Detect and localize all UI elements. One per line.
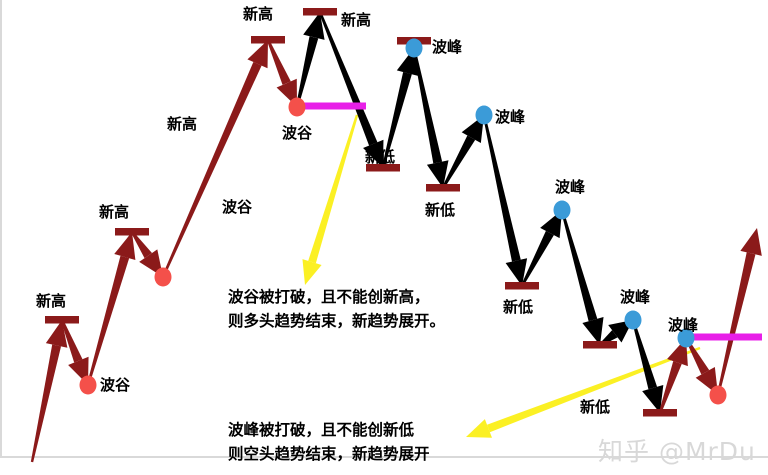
pointer-arrows-layer <box>302 114 701 438</box>
vertex-label-peak-2: 波峰 <box>495 108 526 126</box>
level-bar-1-4 <box>426 184 460 192</box>
bearish-break-note: 波峰被打破，且不能创新低 则空头趋势结束，新趋势展开 <box>228 418 430 466</box>
trend-segment-1-9-head <box>642 384 664 413</box>
level-bar-1-10 <box>643 409 677 417</box>
level-bar-1-6 <box>505 282 539 290</box>
vertex-label-new-high-2: 新高 <box>99 203 130 221</box>
note-line: 则多头趋势结束，新趋势展开。 <box>228 312 446 331</box>
vertex-label-new-low-1: 新低 <box>365 148 396 166</box>
vertex-label-peak-3: 波峰 <box>555 178 586 196</box>
swing-markers-layer <box>79 38 727 405</box>
vertex-label-peak-4: 波峰 <box>620 288 651 306</box>
vertex-label-new-low-3: 新低 <box>503 298 534 316</box>
trend-segment-1-7-head <box>582 316 604 345</box>
trend-segment-0-4-head <box>247 40 268 69</box>
trend-segment-0-5-shaft <box>266 39 291 85</box>
trend-segment-1-3-shaft <box>412 47 443 164</box>
peak-marker-1-7 <box>553 200 571 220</box>
level-bar-0-5 <box>251 36 285 44</box>
trend-segment-1-2-shaft <box>381 72 412 169</box>
trend-segment-1-4-shaft <box>441 135 476 189</box>
trough-marker-0-4 <box>154 267 172 287</box>
trend-segment-1-9-shaft <box>631 319 658 390</box>
peak-marker-2-1 <box>677 328 695 348</box>
lower-pointer-arrow-head <box>466 419 492 438</box>
vertex-label-new-high-4: 新高 <box>243 5 274 23</box>
trend-segment-1-3-head <box>426 160 449 188</box>
trend-segment-1-1-head <box>363 139 384 168</box>
trend-segment-0-1-shaft <box>60 319 83 363</box>
trend-segment-1-7-shaft <box>560 209 598 322</box>
vertex-label-new-high-5: 新高 <box>341 11 372 29</box>
peak-marker-1-3 <box>405 38 423 58</box>
trend-segment-2-0-shaft <box>658 361 682 414</box>
note-line: 波峰被打破，且不能创新低 <box>228 421 415 439</box>
trend-segment-1-0-head <box>303 12 325 40</box>
trend-segment-2-1-shaft <box>684 337 710 375</box>
trend-segment-2-2-head <box>740 228 762 256</box>
level-bar-0-3 <box>115 228 149 236</box>
level-bar-1-2 <box>366 164 400 172</box>
upper-pointer-arrow-head <box>302 259 322 285</box>
vertex-label-peak-1: 波峰 <box>432 38 463 56</box>
trend-segment-0-0-head <box>45 320 68 348</box>
vertex-label-trough-3: 波谷 <box>282 124 313 142</box>
trend-segment-1-0-shaft <box>295 36 319 108</box>
trend-segments-layer <box>30 11 762 463</box>
watermark: 知乎 @MrDu <box>598 437 756 466</box>
trend-segment-0-2-head <box>114 232 136 261</box>
vertex-label-new-high-3: 新高 <box>167 115 198 133</box>
upper-pointer-arrow-shaft <box>308 114 359 264</box>
trough-marker-0-2 <box>79 375 97 395</box>
trend-segment-1-5-head <box>505 258 528 286</box>
peak-marker-1-9 <box>624 310 642 330</box>
note-line: 波谷被打破，且不能创新高， <box>228 288 430 306</box>
vertex-label-peak-5: 波峰 <box>668 316 699 334</box>
bullish-break-note: 波谷被打破，且不能创新高， 则多头趋势结束，新趋势展开。 <box>228 285 445 333</box>
trend-segment-1-6-shaft <box>520 230 554 287</box>
peak-level-bar-1 <box>303 8 337 16</box>
trough-marker-2-2 <box>709 385 727 405</box>
bottom-border <box>0 456 768 458</box>
vertex-label-new-high-1: 新高 <box>36 292 67 310</box>
trend-segment-0-0-shaft <box>30 344 62 463</box>
trend-segment-0-3-shaft <box>131 231 152 259</box>
note-line: 则空头趋势结束，新趋势展开 <box>228 445 430 464</box>
left-border <box>0 0 2 458</box>
trend-segment-0-2-shaft <box>86 255 130 386</box>
level-bar-1-8 <box>583 341 617 349</box>
vertex-label-new-low-2: 新低 <box>425 201 456 219</box>
trend-segment-1-5-shaft <box>482 114 521 262</box>
peak-marker-1-5 <box>475 105 493 125</box>
trend-segment-1-1-shaft <box>318 11 378 146</box>
trend-segment-0-4-shaft <box>161 61 262 278</box>
trend-segment-0-3-head <box>139 249 163 277</box>
level-bars-layer <box>45 8 677 417</box>
vertex-label-trough-1: 波谷 <box>100 376 131 394</box>
vertex-label-new-low-4: 新低 <box>580 398 611 416</box>
trend-segment-2-2-shaft <box>716 252 756 396</box>
break-lines-layer <box>300 102 762 341</box>
trough-marker-0-6 <box>288 97 306 117</box>
level-bar-0-1 <box>45 316 79 324</box>
vertex-label-trough-2: 波谷 <box>222 198 253 216</box>
